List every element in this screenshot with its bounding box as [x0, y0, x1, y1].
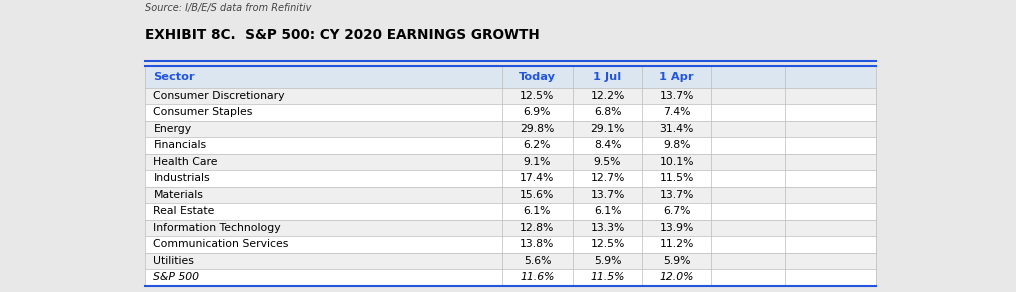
Text: 29.8%: 29.8%	[520, 124, 555, 134]
Text: 12.2%: 12.2%	[590, 91, 625, 101]
Text: 1 Jul: 1 Jul	[593, 72, 622, 82]
Text: 15.6%: 15.6%	[520, 190, 555, 200]
Text: 5.9%: 5.9%	[662, 256, 691, 266]
Bar	[145, 66, 876, 286]
Bar	[145, 66, 876, 88]
Text: Energy: Energy	[153, 124, 192, 134]
Text: 31.4%: 31.4%	[659, 124, 694, 134]
Text: 13.7%: 13.7%	[659, 190, 694, 200]
Text: 9.8%: 9.8%	[662, 140, 691, 150]
Text: Materials: Materials	[153, 190, 203, 200]
Text: Source: I/B/E/S data from Refinitiv: Source: I/B/E/S data from Refinitiv	[145, 3, 312, 13]
Text: 13.8%: 13.8%	[520, 239, 555, 249]
Text: Information Technology: Information Technology	[153, 223, 281, 233]
Bar	[145, 236, 876, 253]
Text: 12.5%: 12.5%	[520, 91, 555, 101]
Bar	[145, 220, 876, 236]
Text: 17.4%: 17.4%	[520, 173, 555, 183]
Text: Consumer Staples: Consumer Staples	[153, 107, 253, 117]
Text: 9.1%: 9.1%	[523, 157, 552, 167]
Text: 7.4%: 7.4%	[662, 107, 691, 117]
Text: Industrials: Industrials	[153, 173, 210, 183]
Text: S&P 500: S&P 500	[153, 272, 199, 282]
Text: 6.8%: 6.8%	[593, 107, 622, 117]
Text: Financials: Financials	[153, 140, 206, 150]
Text: 8.4%: 8.4%	[593, 140, 622, 150]
Bar	[145, 170, 876, 187]
Text: Communication Services: Communication Services	[153, 239, 289, 249]
Bar	[145, 137, 876, 154]
Text: 10.1%: 10.1%	[659, 157, 694, 167]
Text: 5.9%: 5.9%	[593, 256, 622, 266]
Text: Consumer Discretionary: Consumer Discretionary	[153, 91, 284, 101]
Bar	[145, 154, 876, 170]
Text: 6.2%: 6.2%	[523, 140, 552, 150]
Text: Real Estate: Real Estate	[153, 206, 214, 216]
Text: 6.1%: 6.1%	[593, 206, 622, 216]
Text: Today: Today	[519, 72, 556, 82]
Text: 5.6%: 5.6%	[523, 256, 552, 266]
Text: 11.5%: 11.5%	[659, 173, 694, 183]
Text: 12.5%: 12.5%	[590, 239, 625, 249]
Bar	[145, 104, 876, 121]
Bar	[145, 203, 876, 220]
Bar	[145, 88, 876, 104]
Text: 6.1%: 6.1%	[523, 206, 552, 216]
Bar	[145, 121, 876, 137]
Text: 11.2%: 11.2%	[659, 239, 694, 249]
Text: 13.7%: 13.7%	[590, 190, 625, 200]
Text: Health Care: Health Care	[153, 157, 217, 167]
Text: EXHIBIT 8C.  S&P 500: CY 2020 EARNINGS GROWTH: EXHIBIT 8C. S&P 500: CY 2020 EARNINGS GR…	[145, 28, 541, 42]
Text: 11.5%: 11.5%	[590, 272, 625, 282]
Text: 12.7%: 12.7%	[590, 173, 625, 183]
Text: Sector: Sector	[153, 72, 195, 82]
Text: 29.1%: 29.1%	[590, 124, 625, 134]
Bar	[145, 253, 876, 269]
Bar	[145, 269, 876, 286]
Text: 12.8%: 12.8%	[520, 223, 555, 233]
Text: Utilities: Utilities	[153, 256, 194, 266]
Text: 11.6%: 11.6%	[520, 272, 555, 282]
Text: 1 Apr: 1 Apr	[659, 72, 694, 82]
Text: 6.7%: 6.7%	[662, 206, 691, 216]
Text: 6.9%: 6.9%	[523, 107, 552, 117]
Text: 13.3%: 13.3%	[590, 223, 625, 233]
Text: 12.0%: 12.0%	[659, 272, 694, 282]
Bar	[145, 187, 876, 203]
Text: 9.5%: 9.5%	[593, 157, 622, 167]
Text: 13.7%: 13.7%	[659, 91, 694, 101]
Text: 13.9%: 13.9%	[659, 223, 694, 233]
